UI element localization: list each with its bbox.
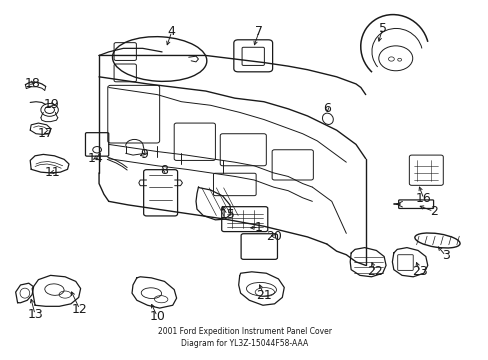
Text: 19: 19 (44, 98, 60, 111)
Text: 10: 10 (149, 310, 165, 323)
Text: 13: 13 (27, 308, 43, 321)
Text: 23: 23 (411, 265, 427, 278)
Text: 17: 17 (38, 127, 54, 140)
Text: 2001 Ford Expedition Instrument Panel Cover
Diagram for YL3Z-15044F58-AAA: 2001 Ford Expedition Instrument Panel Co… (157, 327, 331, 348)
Text: 15: 15 (219, 208, 235, 221)
Text: 12: 12 (72, 303, 87, 316)
Text: 2: 2 (429, 205, 437, 218)
Text: 6: 6 (322, 102, 330, 115)
Text: 16: 16 (415, 193, 431, 206)
Text: 14: 14 (88, 152, 103, 165)
Text: 22: 22 (367, 265, 383, 278)
Text: 8: 8 (160, 164, 168, 177)
Text: 4: 4 (167, 25, 175, 38)
Text: 3: 3 (441, 249, 449, 262)
Text: 9: 9 (140, 148, 148, 161)
Text: 18: 18 (24, 77, 41, 90)
Text: 21: 21 (256, 288, 271, 302)
Text: 1: 1 (255, 221, 263, 234)
Text: 5: 5 (378, 22, 386, 35)
Text: 20: 20 (266, 230, 282, 243)
Text: 11: 11 (45, 166, 61, 179)
Text: 7: 7 (255, 25, 263, 38)
